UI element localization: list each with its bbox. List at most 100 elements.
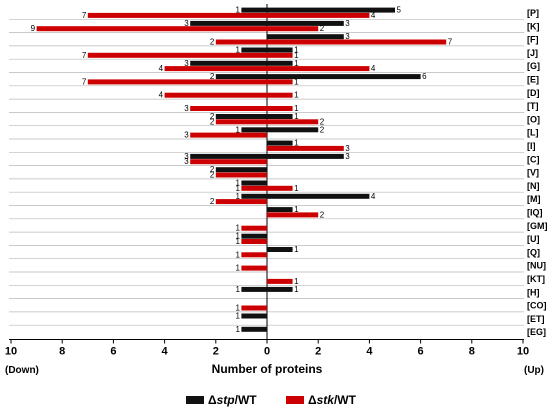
bar-up-stp <box>267 114 293 119</box>
bar-down-stp <box>190 153 267 159</box>
bar-up-stp <box>267 127 319 133</box>
bar-down-stp <box>215 74 267 80</box>
category-label: [H] <box>527 287 540 297</box>
bar-down-stk <box>87 12 267 18</box>
bar-up-stp <box>267 34 344 40</box>
category-label: [D] <box>527 88 540 98</box>
legend: Δstp/WT Δstk/WT <box>186 393 357 407</box>
bar-down-stk <box>87 79 267 85</box>
value-label: 1 <box>294 277 299 286</box>
value-label: 2 <box>210 112 215 121</box>
value-label: 5 <box>397 6 402 15</box>
value-label: 1 <box>294 245 299 254</box>
bar-up-stp <box>267 140 293 146</box>
category-label: [GM] <box>527 221 548 231</box>
bar-down-stp <box>241 286 267 292</box>
x-tick-label: 4 <box>366 346 373 358</box>
bar-up-stp <box>267 193 370 199</box>
bar-up-stk <box>267 185 293 191</box>
value-label: 1 <box>235 264 240 273</box>
x-axis: 10 8 6 4 2 0 2 4 6 8 10 <box>5 339 529 358</box>
category-label: [N] <box>527 181 540 191</box>
bar-down-stk <box>241 305 267 311</box>
bar-up-stk <box>267 12 370 18</box>
value-label: 1 <box>294 77 299 86</box>
bar-down-stp <box>241 127 267 133</box>
category-label: [EG] <box>527 327 546 337</box>
category-label: [I] <box>527 141 536 151</box>
value-label: 3 <box>184 59 189 68</box>
bar-up-stp <box>267 286 293 292</box>
category-label: [O] <box>527 114 540 124</box>
value-label: 1 <box>294 112 299 121</box>
value-label: 2 <box>320 210 325 219</box>
value-label: 2 <box>210 197 215 206</box>
legend-label-stp: Δstp/WT <box>208 393 257 407</box>
value-label: 1 <box>235 304 240 313</box>
x-tick-label: 2 <box>213 346 219 358</box>
value-label: 6 <box>422 72 427 81</box>
value-label: 3 <box>184 131 189 140</box>
category-label: [U] <box>527 234 540 244</box>
bar-up-stk <box>267 106 293 111</box>
bar-down-stp <box>241 326 267 332</box>
value-label: 1 <box>294 46 299 55</box>
x-tick-label: 10 <box>5 346 17 358</box>
value-label: 1 <box>294 184 299 193</box>
legend-label-stk: Δstk/WT <box>308 393 357 407</box>
x-tick-label: 8 <box>469 346 475 358</box>
category-label: [Q] <box>527 247 540 257</box>
value-label: 9 <box>31 24 36 33</box>
category-label: [J] <box>527 48 538 58</box>
category-label: [C] <box>527 154 540 164</box>
x-tick-label: 6 <box>418 346 424 358</box>
value-label: 4 <box>371 11 376 20</box>
x-axis-title: Number of proteins <box>212 362 323 376</box>
bar-down-stk <box>215 39 267 45</box>
value-label: 1 <box>235 325 240 334</box>
value-label: 2 <box>210 72 215 81</box>
bar-down-stp <box>241 233 267 239</box>
value-label: 1 <box>235 184 240 193</box>
value-label: 1 <box>294 59 299 68</box>
category-label: [ET] <box>527 314 545 324</box>
value-label: 4 <box>371 64 376 73</box>
bar-down-stp <box>215 114 267 119</box>
value-label: 1 <box>235 285 240 294</box>
bar-down-stk <box>87 52 267 58</box>
value-label: 1 <box>294 104 299 113</box>
bar-down-stk <box>164 92 267 98</box>
value-labels: 5147332937211171344621714131222213133332… <box>31 6 453 334</box>
legend-swatch-stk <box>286 396 304 404</box>
value-label: 3 <box>345 144 350 153</box>
category-label: [F] <box>527 35 539 45</box>
category-label: [M] <box>527 194 541 204</box>
x-tick-label: 10 <box>517 346 529 358</box>
category-label: [L] <box>527 128 539 138</box>
value-label: 3 <box>184 19 189 28</box>
bar-up-stk <box>267 212 319 218</box>
value-label: 1 <box>235 237 240 246</box>
category-label: [T] <box>527 101 539 111</box>
bar-up-stp <box>267 247 293 252</box>
value-label: 7 <box>82 51 87 60</box>
x-tick-label: 8 <box>59 346 65 358</box>
bars <box>36 7 447 332</box>
bar-down-stp <box>190 20 267 26</box>
value-label: 1 <box>294 139 299 148</box>
value-label: 2 <box>210 171 215 180</box>
bar-up-stk <box>267 79 293 85</box>
category-label: [CO] <box>527 301 547 311</box>
bar-up-stk <box>267 26 319 32</box>
x-tick-label: 0 <box>264 346 270 358</box>
value-label: 7 <box>82 11 87 20</box>
bar-down-stp <box>215 167 267 173</box>
bar-down-stk <box>190 106 267 111</box>
bar-up-stk <box>267 39 447 45</box>
bar-up-stk <box>267 52 293 58</box>
bar-up-stp <box>267 7 395 13</box>
value-label: 1 <box>294 91 299 100</box>
category-label: [NU] <box>527 261 546 271</box>
bar-down-stp <box>241 47 267 53</box>
